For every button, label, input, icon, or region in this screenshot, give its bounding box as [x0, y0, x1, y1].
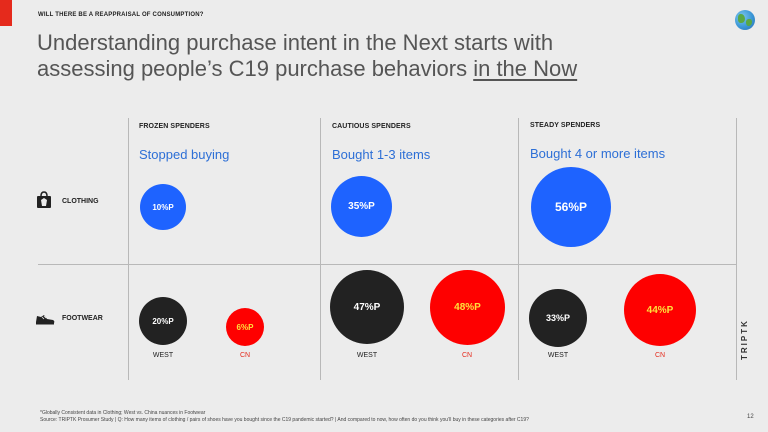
region-label-west: WEST	[152, 352, 174, 359]
bubble-footwear-cautious-cn: 48%P	[430, 270, 505, 345]
bubble-clothing-steady: 56%P	[531, 167, 611, 247]
footnote: *Globally Consistent data in Clothing; W…	[40, 410, 529, 424]
segment-subtitle-steady: Bought 4 or more items	[530, 146, 666, 161]
bubble-footwear-steady-cn: 44%P	[624, 274, 696, 346]
bubble-clothing-frozen: 10%P	[140, 184, 186, 230]
kicker-text: WILL THERE BE A REAPPRAISAL OF CONSUMPTI…	[38, 12, 204, 18]
segment-subtitle-frozen: Stopped buying	[139, 147, 230, 162]
bubble-footwear-cautious-west: 47%P	[330, 270, 404, 344]
grid-divider-1	[128, 118, 129, 380]
bubble-footwear-frozen-cn: 6%P	[226, 308, 264, 346]
row-label-footwear: FOOTWEAR	[62, 315, 103, 322]
row-divider	[38, 264, 736, 265]
globe-icon	[735, 10, 755, 30]
segment-title-cautious: CAUTIOUS SPENDERS	[332, 123, 411, 130]
region-label-west: WEST	[547, 352, 569, 359]
row-label-clothing: CLOTHING	[62, 198, 99, 205]
region-label-cn: CN	[654, 352, 666, 359]
title-line-2-text: assessing people’s C19 purchase behavior…	[37, 56, 474, 81]
title-line-2: assessing people’s C19 purchase behavior…	[37, 56, 637, 82]
title-line-1: Understanding purchase intent in the Nex…	[37, 30, 554, 55]
segment-title-steady: STEADY SPENDERS	[530, 122, 601, 129]
region-label-cn: CN	[461, 352, 473, 359]
clothing-bag-icon	[36, 191, 52, 214]
sneaker-icon	[35, 312, 55, 330]
title-underlined: in the Now	[473, 56, 578, 81]
footnote-line-1: *Globally Consistent data in Clothing; W…	[40, 410, 206, 416]
segment-title-frozen: FROZEN SPENDERS	[139, 123, 210, 130]
bubble-footwear-steady-west: 33%P	[529, 289, 587, 347]
segment-subtitle-cautious: Bought 1-3 items	[332, 147, 431, 162]
region-label-west: WEST	[356, 352, 378, 359]
bubble-footwear-frozen-west: 20%P	[139, 297, 187, 345]
footnote-line-2: Source: TRIPTK Prosumer Study | Q: How m…	[40, 417, 529, 423]
region-label-cn: CN	[239, 352, 251, 359]
page-number: 12	[747, 414, 754, 420]
grid-divider-3	[518, 118, 519, 380]
accent-bar	[0, 0, 12, 26]
bubble-clothing-cautious: 35%P	[331, 176, 392, 237]
page-title: Understanding purchase intent in the Nex…	[37, 30, 637, 82]
grid-divider-2	[320, 118, 321, 380]
grid-divider-4	[736, 118, 737, 380]
brand-logo: TRIPTK	[740, 319, 749, 360]
